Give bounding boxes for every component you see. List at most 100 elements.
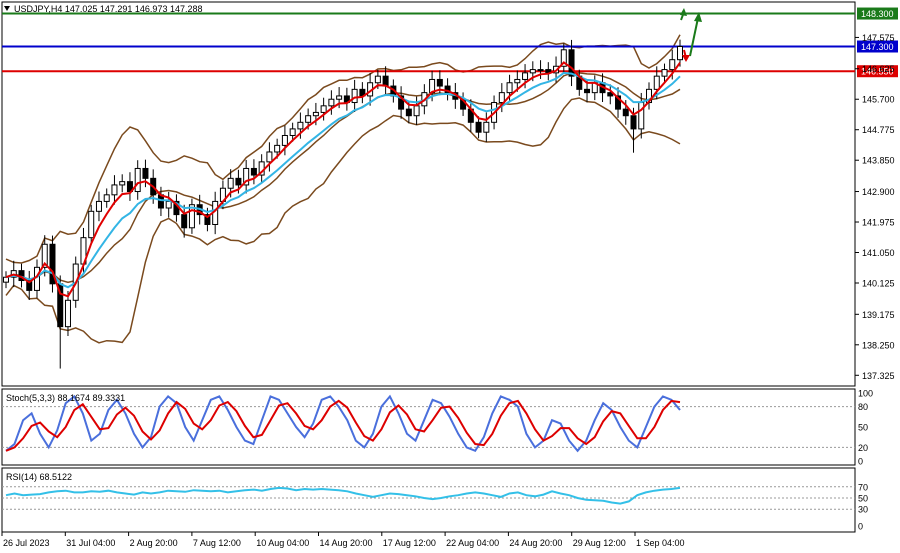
price-axis[interactable]: 147.575 146.625 145.700 144.775 143.850 142.9…: [855, 33, 895, 532]
stoch-main-line: [5, 394, 681, 453]
rsi-header: RSI(14) 68.5122: [6, 472, 72, 482]
moving-averages: [5, 61, 681, 298]
forecast-arrows: [680, 8, 702, 62]
candle-body: [165, 200, 172, 209]
candle-body: [103, 194, 110, 202]
horizontal-levels[interactable]: 148.300 147.300 146.550: [2, 7, 898, 78]
rsi-level-label: 50: [858, 494, 868, 504]
candle-body: [3, 276, 9, 283]
candle-body: [41, 243, 48, 268]
candle-body: [266, 151, 273, 163]
candle-body: [181, 214, 188, 229]
collapse-triangle-icon[interactable]: [4, 6, 10, 11]
candle-body: [560, 49, 567, 67]
candle-body: [227, 177, 234, 189]
candle-body: [615, 95, 622, 110]
candle-body: [312, 111, 319, 117]
candle-body: [305, 115, 312, 123]
candle-body: [653, 75, 660, 90]
price-tick-label: 147.575: [862, 33, 895, 43]
level-146550-tag: [857, 65, 898, 78]
rsi-panel[interactable]: RSI(14) 68.5122: [1, 467, 856, 533]
rsi-panel-frame: [1, 467, 856, 533]
time-tick-label: 29 Aug 12:00: [573, 538, 626, 548]
rsi-level-label: 30: [858, 505, 868, 515]
candle-body: [584, 88, 591, 94]
price-tick-label: 142.900: [862, 187, 895, 197]
price-tick-label: 145.700: [862, 95, 895, 105]
stoch-level-label: 0: [858, 457, 863, 467]
arrow-up-icon: [689, 17, 699, 57]
candle-body: [274, 144, 281, 153]
candle-body: [235, 177, 242, 186]
stoch-signal-line: [5, 399, 681, 452]
price-tick-label: 140.125: [862, 278, 895, 288]
main-panel[interactable]: 148.300 147.300 146.550 USDJPY,H4 147.025 …: [1, 1, 898, 387]
price-tick-label: 139.175: [862, 310, 895, 320]
candle-body: [188, 204, 195, 229]
candle-body: [328, 98, 335, 107]
candle-body: [607, 92, 614, 97]
time-tick-label: 14 Aug 20:00: [320, 538, 373, 548]
candle-body: [289, 128, 296, 136]
bollinger-lower: [5, 97, 681, 344]
time-tick-label: 26 Jul 2023: [3, 538, 50, 548]
candle-body: [297, 121, 304, 130]
candle-body: [506, 82, 513, 94]
time-axis[interactable]: 26 Jul 2023 31 Jul 04:00 2 Aug 20:00 7 Aug …: [1, 532, 685, 548]
candle-body: [622, 108, 629, 117]
candle-body: [281, 134, 288, 146]
stoch-level-label: 80: [858, 402, 868, 412]
time-tick-label: 7 Aug 12:00: [193, 538, 241, 548]
rsi-level-label: 70: [858, 482, 868, 492]
arrow-down-icon-head: [682, 55, 690, 62]
bollinger-bands: [5, 34, 681, 344]
arrow-up-icon-head: [694, 12, 702, 22]
candle-body: [111, 184, 118, 196]
time-tick-label: 2 Aug 20:00: [130, 538, 178, 548]
price-tick-label: 137.325: [862, 371, 895, 381]
time-tick-label: 22 Aug 04:00: [446, 538, 499, 548]
stoch-level-label: 50: [858, 423, 868, 433]
candle-body: [677, 45, 683, 61]
candle-body: [398, 95, 405, 110]
time-tick-label: 17 Aug 12:00: [383, 538, 436, 548]
candle-body: [351, 88, 358, 104]
candle-body: [483, 121, 490, 133]
candle-body: [413, 105, 420, 117]
candle-body: [498, 92, 505, 104]
level-148300-tag: [857, 7, 898, 20]
candle-body: [336, 95, 343, 100]
candle-body: [204, 214, 211, 225]
candle-body: [95, 200, 102, 212]
candle-body: [250, 167, 257, 176]
candle-body: [630, 115, 637, 130]
candle-body: [320, 105, 327, 113]
candle-body: [142, 167, 149, 179]
candle-body: [49, 243, 56, 285]
price-tick-label: 141.975: [862, 218, 895, 228]
stoch-header: Stoch(5,3,3) 88.1674 89.3331: [6, 393, 125, 403]
candle-body: [444, 85, 451, 94]
price-tick-label: 138.250: [862, 340, 895, 350]
rsi-line: [5, 486, 681, 505]
candle-body: [119, 181, 126, 186]
candle-body: [243, 167, 250, 186]
price-tick-label: 141.050: [862, 248, 895, 258]
stochastic-panel[interactable]: Stoch(5,3,3) 88.1674 89.3331: [1, 388, 856, 466]
level-146550-label: 146.550: [861, 67, 894, 77]
ema-slow-line: [5, 71, 681, 289]
candle-body: [475, 121, 482, 133]
stoch-panel-frame: [1, 388, 856, 466]
candle-body: [514, 78, 521, 84]
stoch-level-label: 100: [858, 389, 873, 399]
candle-body: [669, 59, 676, 71]
candle-body: [529, 69, 536, 74]
rsi-level-label: 0: [858, 522, 863, 532]
time-tick-label: 31 Jul 04:00: [66, 538, 115, 548]
level-148300-label: 148.300: [861, 9, 894, 19]
stoch-level-label: 20: [858, 443, 868, 453]
candle-body: [537, 69, 544, 72]
candle-body: [88, 210, 95, 239]
